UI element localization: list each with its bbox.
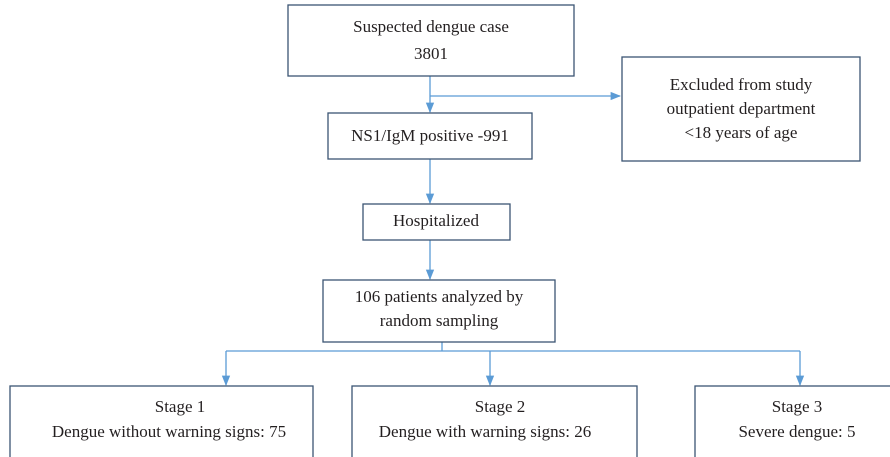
node-box <box>322 279 556 343</box>
node-text: Stage 3 <box>772 397 823 416</box>
node-text: NS1/IgM positive -991 <box>351 126 509 145</box>
node-box <box>287 4 575 77</box>
node-text: outpatient department <box>667 99 816 118</box>
node-text: Dengue with warning signs: 26 <box>379 422 591 441</box>
node-text: Severe dengue: 5 <box>738 422 855 441</box>
node-text: Excluded from study <box>670 75 813 94</box>
node-box <box>694 385 890 457</box>
connectors <box>221 76 805 387</box>
node-box <box>621 56 861 162</box>
node-text: 106 patients analyzed by <box>355 287 524 306</box>
node-text: <18 years of age <box>685 123 798 142</box>
node-text: Dengue without warning signs: 75 <box>52 422 286 441</box>
node-text: random sampling <box>380 311 499 330</box>
node-text: Suspected dengue case <box>353 17 509 36</box>
node-box <box>327 112 533 160</box>
node-text: 3801 <box>414 44 448 63</box>
node-box <box>9 385 314 457</box>
node-text: Stage 1 <box>155 397 206 416</box>
node-box <box>362 203 511 241</box>
node-text: Hospitalized <box>393 211 479 230</box>
node-box <box>351 385 638 457</box>
node-text: Stage 2 <box>475 397 526 416</box>
